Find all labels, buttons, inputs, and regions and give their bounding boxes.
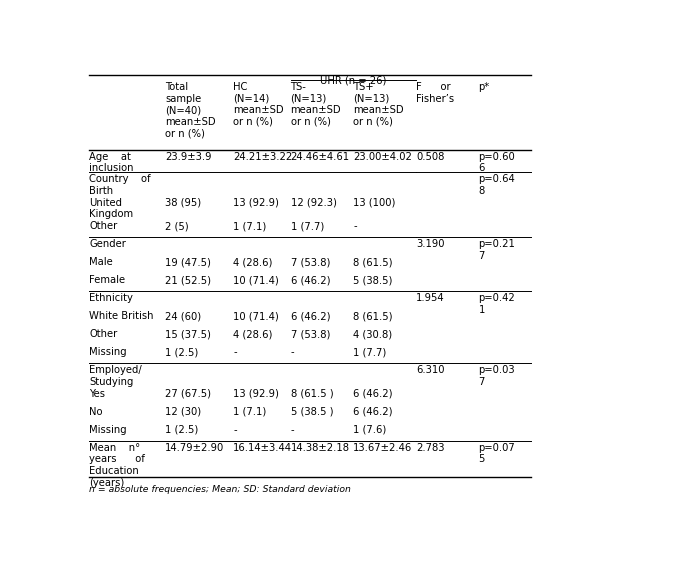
Text: 6 (46.2): 6 (46.2) [353, 407, 393, 417]
Text: 13 (92.9): 13 (92.9) [233, 198, 279, 207]
Text: 0.508: 0.508 [416, 152, 444, 162]
Text: 4 (28.6): 4 (28.6) [233, 329, 272, 339]
Text: 10 (71.4): 10 (71.4) [233, 311, 279, 321]
Text: 24 (60): 24 (60) [165, 311, 202, 321]
Text: 8 (61.5): 8 (61.5) [353, 311, 393, 321]
Text: 16.14±3.44: 16.14±3.44 [233, 443, 292, 453]
Text: 4 (30.8): 4 (30.8) [353, 329, 392, 339]
Text: 1 (7.6): 1 (7.6) [353, 425, 386, 435]
Text: Female: Female [90, 275, 125, 285]
Text: 1 (2.5): 1 (2.5) [165, 425, 198, 435]
Text: 27 (67.5): 27 (67.5) [165, 389, 211, 399]
Text: 12 (30): 12 (30) [165, 407, 202, 417]
Text: n = absolute frequencies; Mean; SD: Standard deviation: n = absolute frequencies; Mean; SD: Stan… [90, 485, 351, 494]
Text: 13 (100): 13 (100) [353, 198, 396, 207]
Text: -: - [290, 347, 295, 357]
Text: 10 (71.4): 10 (71.4) [233, 275, 279, 285]
Text: Ethnicity: Ethnicity [90, 293, 133, 303]
Text: TS-
(N=13)
mean±SD
or n (%): TS- (N=13) mean±SD or n (%) [290, 82, 341, 127]
Text: 1 (7.7): 1 (7.7) [290, 221, 324, 231]
Text: 2.783: 2.783 [416, 443, 444, 453]
Text: United
Kingdom: United Kingdom [90, 198, 133, 219]
Text: 7 (53.8): 7 (53.8) [290, 257, 330, 267]
Text: 24.21±3.22: 24.21±3.22 [233, 152, 293, 162]
Text: p=0.03
7: p=0.03 7 [479, 365, 515, 387]
Text: F      or
Fisher’s: F or Fisher’s [416, 82, 454, 104]
Text: Missing: Missing [90, 425, 127, 435]
Text: Total
sample
(N=40)
mean±SD
or n (%): Total sample (N=40) mean±SD or n (%) [165, 82, 216, 139]
Text: 15 (37.5): 15 (37.5) [165, 329, 211, 339]
Text: 4 (28.6): 4 (28.6) [233, 257, 272, 267]
Text: 5 (38.5 ): 5 (38.5 ) [290, 407, 333, 417]
Text: 5 (38.5): 5 (38.5) [353, 275, 393, 285]
Text: p*: p* [479, 82, 490, 92]
Text: HC
(N=14)
mean±SD
or n (%): HC (N=14) mean±SD or n (%) [233, 82, 284, 127]
Text: Mean    n°
years      of
Education
(years): Mean n° years of Education (years) [90, 443, 146, 487]
Text: 23.00±4.02: 23.00±4.02 [353, 152, 412, 162]
Text: 6 (46.2): 6 (46.2) [353, 389, 393, 399]
Text: 1 (7.1): 1 (7.1) [233, 221, 266, 231]
Text: -: - [233, 347, 237, 357]
Text: Yes: Yes [90, 389, 105, 399]
Text: 6 (46.2): 6 (46.2) [290, 275, 330, 285]
Text: -: - [233, 425, 237, 435]
Text: 6 (46.2): 6 (46.2) [290, 311, 330, 321]
Text: White British: White British [90, 311, 154, 321]
Text: 38 (95): 38 (95) [165, 198, 202, 207]
Text: p=0.64
8: p=0.64 8 [479, 174, 516, 196]
Text: 3.190: 3.190 [416, 239, 444, 249]
Text: 1 (7.1): 1 (7.1) [233, 407, 266, 417]
Text: Other: Other [90, 329, 118, 339]
Text: 23.9±3.9: 23.9±3.9 [165, 152, 212, 162]
Text: Gender: Gender [90, 239, 126, 249]
Text: p=0.42
1: p=0.42 1 [479, 293, 516, 315]
Text: 19 (47.5): 19 (47.5) [165, 257, 211, 267]
Text: 7 (53.8): 7 (53.8) [290, 329, 330, 339]
Text: 1.954: 1.954 [416, 293, 445, 303]
Text: Missing: Missing [90, 347, 127, 357]
Text: No: No [90, 407, 103, 417]
Text: TS+
(N=13)
mean±SD
or n (%): TS+ (N=13) mean±SD or n (%) [353, 82, 404, 127]
Text: p=0.21
7: p=0.21 7 [479, 239, 516, 261]
Text: -: - [290, 425, 295, 435]
Text: 21 (52.5): 21 (52.5) [165, 275, 211, 285]
Text: -: - [353, 221, 357, 231]
Text: UHR (n = 26): UHR (n = 26) [320, 76, 386, 86]
Text: Other: Other [90, 221, 118, 231]
Text: p=0.07
5: p=0.07 5 [479, 443, 516, 465]
Text: 1 (2.5): 1 (2.5) [165, 347, 198, 357]
Text: 14.79±2.90: 14.79±2.90 [165, 443, 224, 453]
Text: 8 (61.5 ): 8 (61.5 ) [290, 389, 333, 399]
Text: 13 (92.9): 13 (92.9) [233, 389, 279, 399]
Text: Country    of
Birth: Country of Birth [90, 174, 151, 196]
Text: p=0.60
6: p=0.60 6 [479, 152, 516, 173]
Text: 2 (5): 2 (5) [165, 221, 189, 231]
Text: 12 (92.3): 12 (92.3) [290, 198, 336, 207]
Text: 24.46±4.61: 24.46±4.61 [290, 152, 350, 162]
Text: 13.67±2.46: 13.67±2.46 [353, 443, 412, 453]
Text: 6.310: 6.310 [416, 365, 444, 375]
Text: 14.38±2.18: 14.38±2.18 [290, 443, 350, 453]
Text: Age    at
inclusion: Age at inclusion [90, 152, 134, 173]
Text: Employed/
Studying: Employed/ Studying [90, 365, 142, 387]
Text: Male: Male [90, 257, 113, 267]
Text: 8 (61.5): 8 (61.5) [353, 257, 393, 267]
Text: 1 (7.7): 1 (7.7) [353, 347, 386, 357]
